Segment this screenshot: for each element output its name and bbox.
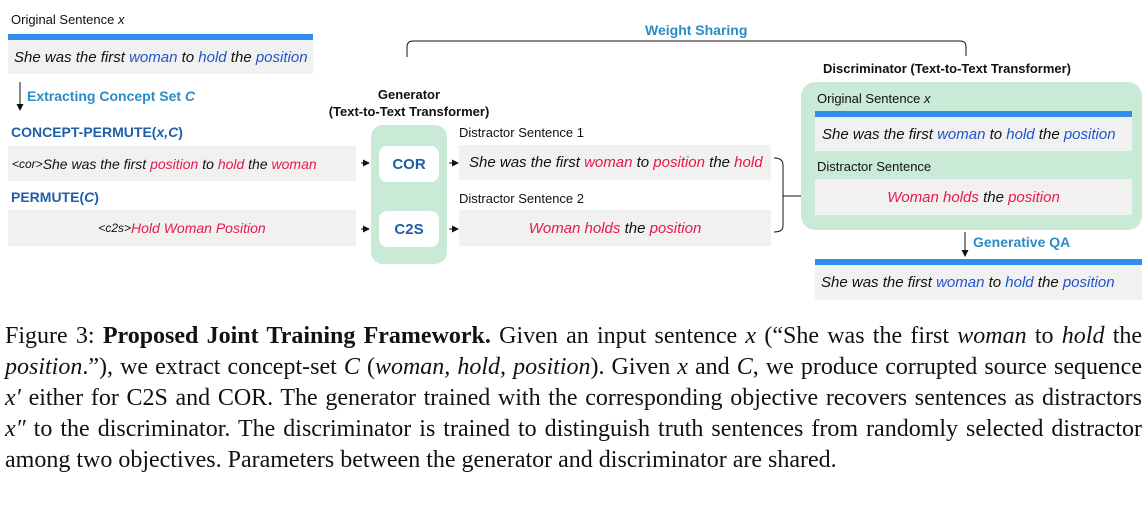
plain-text: the bbox=[704, 154, 735, 171]
distractor2-label: Distractor Sentence 2 bbox=[459, 191, 585, 206]
plain-text: She was the first bbox=[14, 48, 130, 66]
generative-qa-bar bbox=[815, 259, 1142, 265]
plain-text: to bbox=[984, 274, 1006, 291]
generative-qa-label: Generative QA bbox=[973, 234, 1071, 250]
highlighted-word: position bbox=[150, 155, 199, 172]
highlighted-word: woman bbox=[129, 48, 178, 66]
plain-text: the bbox=[1034, 125, 1064, 143]
plain-text: She was the first bbox=[821, 274, 937, 291]
plain-text: She was the first bbox=[42, 155, 151, 172]
distractor-bracket bbox=[773, 157, 784, 233]
original-sentence-box: She was the first woman to hold the posi… bbox=[8, 40, 313, 74]
plain-text: She was the first bbox=[469, 154, 585, 171]
cor-input-text: She was the first position to hold the w… bbox=[43, 156, 317, 172]
discriminator-title: Discriminator (Text-to-Text Transformer) bbox=[823, 61, 1072, 76]
plain-text: to bbox=[985, 125, 1007, 143]
disc-original-bar bbox=[815, 111, 1132, 117]
highlighted-word: hold bbox=[198, 48, 227, 66]
highlighted-word: woman bbox=[584, 154, 633, 171]
plain-text: the bbox=[244, 155, 272, 172]
c2s-input-box: <c2s> Hold Woman Position bbox=[8, 210, 356, 246]
plain-text: She was the first bbox=[822, 125, 938, 143]
c2s-input-text: Hold Woman Position bbox=[131, 220, 266, 236]
original-sentence-text: She was the first woman to hold the posi… bbox=[14, 49, 308, 66]
highlighted-word: hold bbox=[1005, 274, 1034, 291]
disc-distractor-label: Distractor Sentence bbox=[817, 159, 932, 174]
highlighted-word: hold bbox=[1006, 125, 1035, 143]
generator-title: Generator (Text-to-Text Transformer) bbox=[328, 87, 490, 119]
cor-tag: <cor> bbox=[12, 156, 43, 171]
disc-original-box: She was the first woman to hold the posi… bbox=[815, 117, 1132, 151]
cor-input-box: <cor> She was the first position to hold… bbox=[8, 146, 356, 181]
distractor2-box: Woman holds the position bbox=[459, 210, 771, 246]
plain-text: the bbox=[620, 219, 650, 237]
highlighted-word: position bbox=[1062, 274, 1115, 291]
plain-text: the bbox=[226, 48, 256, 66]
connector-lines bbox=[16, 40, 969, 257]
original-sentence-bar bbox=[8, 34, 313, 40]
disc-original-label: Original Sentence x bbox=[817, 91, 931, 106]
generative-qa-box: She was the first woman to hold the posi… bbox=[815, 265, 1142, 300]
highlighted-word: woman bbox=[271, 155, 317, 172]
highlighted-word: position bbox=[649, 219, 702, 237]
cor-objective: COR bbox=[379, 146, 439, 182]
weight-sharing-label: Weight Sharing bbox=[645, 22, 748, 38]
plain-text: to bbox=[198, 155, 218, 172]
disc-original-text: She was the first woman to hold the posi… bbox=[822, 126, 1116, 143]
disc-distractor-box: Woman holds the position bbox=[815, 179, 1132, 215]
distractor1-label: Distractor Sentence 1 bbox=[459, 125, 585, 140]
figure-caption: Figure 3: Proposed Joint Training Framew… bbox=[5, 323, 1143, 473]
highlighted-word: woman bbox=[936, 274, 985, 291]
highlighted-word: woman bbox=[937, 125, 986, 143]
concept-permute-label: CONCEPT-PERMUTE(x,C) bbox=[11, 124, 183, 140]
highlighted-word: Woman holds bbox=[528, 219, 621, 237]
distractor1-text: She was the first woman to position the … bbox=[469, 154, 763, 171]
permute-label: PERMUTE(C) bbox=[11, 189, 99, 205]
c2s-tag: <c2s> bbox=[98, 221, 132, 235]
highlighted-word: Woman holds bbox=[887, 188, 979, 206]
highlighted-word: hold bbox=[217, 155, 245, 172]
disc-distractor-text: Woman holds the position bbox=[887, 189, 1060, 206]
generative-qa-text: She was the first woman to hold the posi… bbox=[821, 274, 1115, 291]
distractor1-box: She was the first woman to position the … bbox=[459, 145, 771, 180]
discriminator-box: Original Sentence x She was the first wo… bbox=[801, 82, 1142, 230]
weight-sharing-bracket bbox=[406, 40, 967, 57]
generator-box: COR C2S bbox=[371, 125, 447, 264]
c2s-objective: C2S bbox=[379, 211, 439, 247]
extract-concept-label: Extracting Concept Set C bbox=[27, 88, 196, 104]
plain-text: to bbox=[632, 154, 654, 171]
distractor2-text: Woman holds the position bbox=[529, 220, 702, 237]
highlighted-word: position bbox=[1063, 125, 1116, 143]
highlighted-word: position bbox=[255, 48, 308, 66]
plain-text: to bbox=[177, 48, 199, 66]
highlighted-word: position bbox=[1008, 188, 1060, 206]
highlighted-word: hold bbox=[734, 154, 763, 171]
plain-text: the bbox=[978, 188, 1009, 206]
plain-text: the bbox=[1033, 274, 1063, 291]
original-sentence-label: Original Sentence x bbox=[11, 12, 125, 27]
highlighted-word: position bbox=[653, 154, 705, 171]
